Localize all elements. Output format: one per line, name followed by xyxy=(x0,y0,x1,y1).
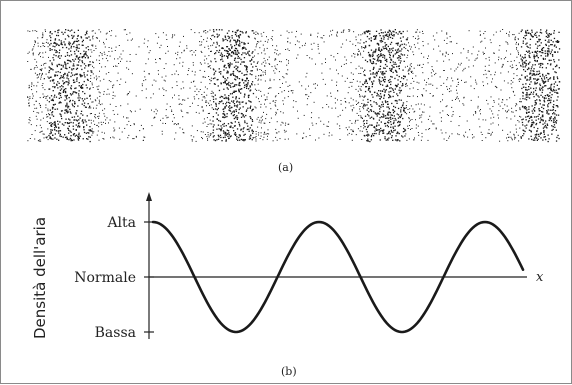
level-label-normale: Normale xyxy=(74,270,136,286)
x-axis-label: x xyxy=(536,270,544,285)
caption-b: (b) xyxy=(281,365,297,378)
level-label-bassa: Bassa xyxy=(95,325,136,341)
y-axis-arrow xyxy=(146,192,152,201)
level-label-alta: Alta xyxy=(106,215,136,231)
y-axis-title: Densità dell'aria xyxy=(31,217,49,339)
